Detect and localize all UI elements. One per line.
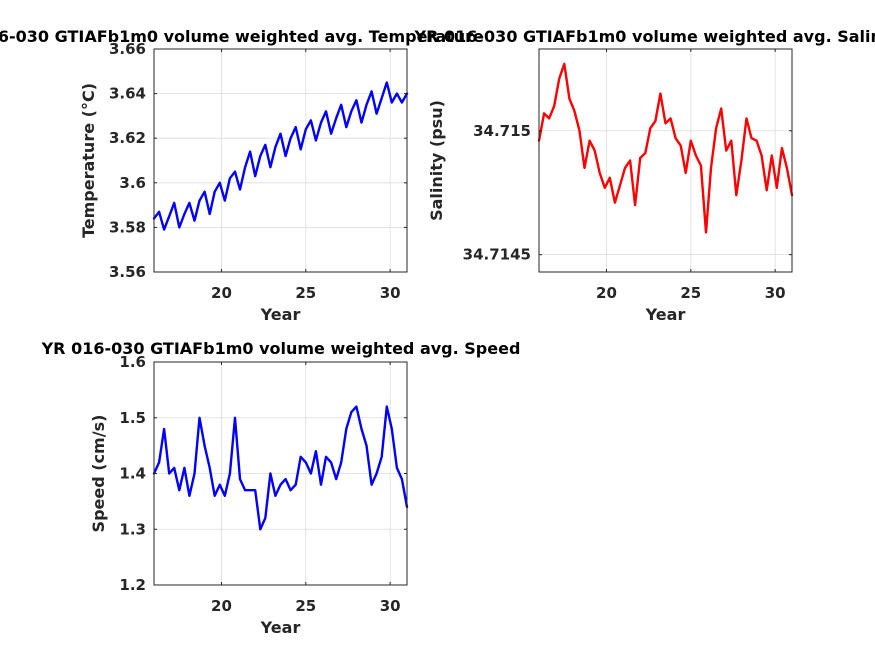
y-axis-label: Salinity (psu) — [427, 100, 446, 221]
y-tick-label: 1.2 — [119, 576, 146, 594]
y-tick-label: 3.58 — [109, 218, 146, 236]
series-line — [152, 405, 409, 531]
axes-frame — [538, 48, 793, 273]
y-tick-label: 3.6 — [119, 174, 146, 192]
x-axis-label: Year — [260, 305, 301, 324]
y-tick-label: 3.64 — [109, 85, 146, 103]
y-tick-label: 1.6 — [119, 353, 146, 371]
x-tick-label: 30 — [380, 284, 401, 302]
x-tick-label: 25 — [295, 597, 316, 615]
x-tick-label: 20 — [211, 284, 232, 302]
x-tick-label: 30 — [765, 284, 786, 302]
y-tick-label: 34.7145 — [463, 246, 531, 264]
y-tick-label: 34.715 — [473, 122, 531, 140]
chart-panel-2: 20 25 30 34.7145 34.715 Year Salinity (psu) YR … — [414, 27, 875, 324]
x-tick-label: 20 — [211, 597, 232, 615]
chart-panel-3: 20 25 30 1.2 1.3 1.4 1.5 1.6 Year Speed (cm/s) YR … — [41, 339, 521, 637]
y-tick-label: 3.56 — [109, 263, 146, 281]
y-tick-label: 3.66 — [109, 40, 146, 58]
axes-frame — [153, 48, 408, 273]
x-tick-label: 25 — [295, 284, 316, 302]
chart-title: YR 016-030 GTIAFb1m0 volume weighted avg… — [0, 27, 484, 46]
series-line — [537, 62, 794, 234]
y-tick-label: 3.62 — [109, 129, 146, 147]
axes-background — [538, 48, 793, 273]
x-tick-label: 30 — [380, 597, 401, 615]
x-tick-label: 25 — [680, 284, 701, 302]
y-tick-label: 1.5 — [119, 409, 146, 427]
series-line — [152, 81, 409, 231]
axes-background — [153, 48, 408, 273]
y-tick-label: 1.3 — [119, 520, 146, 538]
chart-title: YR 016-030 GTIAFb1m0 volume weighted avg… — [414, 27, 875, 46]
y-tick-label: 1.4 — [119, 465, 146, 483]
chart-title: YR 016-030 GTIAFb1m0 volume weighted avg… — [41, 339, 521, 358]
x-axis-label: Year — [260, 618, 301, 637]
y-axis-label: Speed (cm/s) — [89, 415, 108, 533]
x-axis-label: Year — [645, 305, 686, 324]
x-tick-label: 20 — [596, 284, 617, 302]
y-axis-label: Temperature (°C) — [79, 83, 98, 238]
chart-panel-1: 20 25 30 3.56 3.58 3.6 3.62 3.64 3.66 Year Tempera… — [0, 27, 484, 324]
